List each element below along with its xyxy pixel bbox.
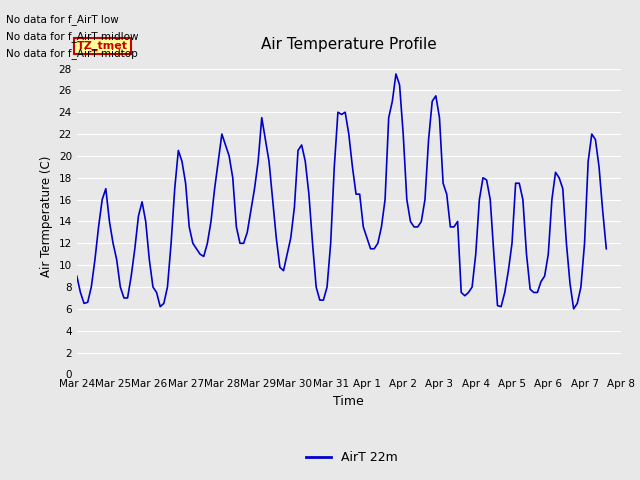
Text: No data for f_AirT midtop: No data for f_AirT midtop: [6, 48, 138, 59]
X-axis label: Time: Time: [333, 395, 364, 408]
Text: No data for f_AirT midlow: No data for f_AirT midlow: [6, 31, 139, 42]
Y-axis label: Air Termperature (C): Air Termperature (C): [40, 156, 53, 276]
Text: No data for f_AirT low: No data for f_AirT low: [6, 14, 119, 25]
Text: TZ_tmet: TZ_tmet: [77, 41, 128, 51]
Legend: AirT 22m: AirT 22m: [301, 446, 403, 469]
Title: Air Temperature Profile: Air Temperature Profile: [261, 37, 436, 52]
